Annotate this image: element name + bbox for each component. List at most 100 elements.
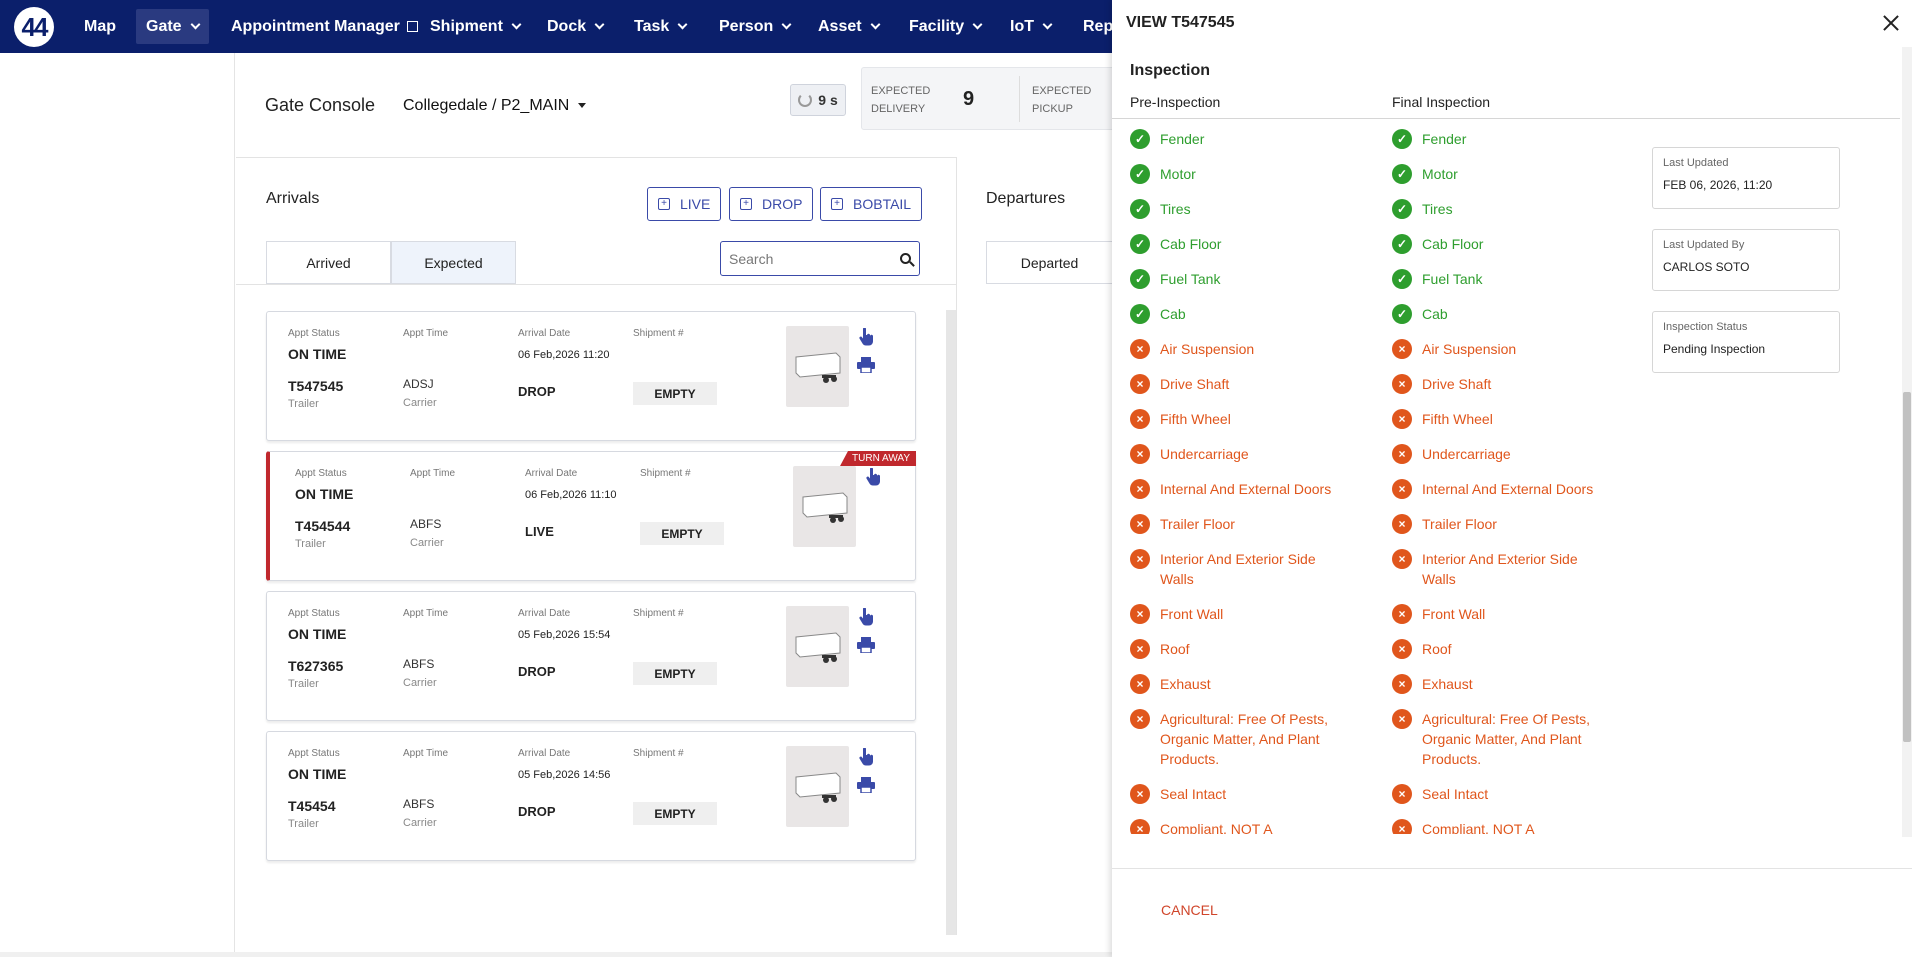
drawer-title: VIEW T547545 bbox=[1126, 14, 1235, 31]
drop-label: DROP bbox=[762, 196, 803, 212]
hand-pointer-icon[interactable] bbox=[858, 608, 874, 626]
error-circle-icon: × bbox=[1392, 784, 1412, 804]
inspection-item-label: Interior And Exterior Side Walls bbox=[1160, 551, 1316, 587]
page-title: Gate Console bbox=[265, 95, 376, 115]
tab-arrived[interactable]: Arrived bbox=[266, 241, 391, 284]
drawer-scrollbar[interactable] bbox=[1902, 47, 1912, 837]
arrival-date-value: 06 Feb,2026 11:20 bbox=[518, 349, 610, 361]
trailer-icon bbox=[795, 631, 840, 663]
nav-map[interactable]: Map bbox=[74, 0, 126, 53]
inspection-item-label: Air Suspension bbox=[1422, 341, 1517, 357]
printer-icon[interactable] bbox=[857, 637, 875, 653]
check-circle-icon: ✓ bbox=[1130, 269, 1150, 289]
final-inspection-heading: Final Inspection bbox=[1392, 94, 1491, 110]
trailer-id[interactable]: T45454 bbox=[288, 798, 336, 814]
close-icon[interactable] bbox=[1882, 14, 1900, 32]
expected-pickup-label: EXPECTED PICKUP bbox=[1032, 82, 1091, 118]
trailer-image[interactable] bbox=[786, 606, 849, 687]
error-circle-icon: × bbox=[1130, 479, 1150, 499]
nav-asset[interactable]: Asset bbox=[808, 0, 889, 53]
shipment-badge: EMPTY bbox=[640, 522, 724, 545]
live-button[interactable]: + LIVE bbox=[647, 187, 722, 221]
tab-departed-label: Departed bbox=[1020, 254, 1079, 271]
nav-iot[interactable]: IoT bbox=[1000, 0, 1061, 53]
check-circle-icon: ✓ bbox=[1130, 304, 1150, 324]
bobtail-button[interactable]: + BOBTAIL bbox=[820, 187, 923, 221]
arrival-date-value: 06 Feb,2026 11:10 bbox=[525, 489, 617, 501]
hand-pointer-icon[interactable] bbox=[858, 748, 874, 766]
appt-status-label: Appt Status bbox=[288, 608, 340, 619]
arrival-date-label: Arrival Date bbox=[518, 328, 571, 339]
inspection-item-label: Compliant, NOT A bbox=[1422, 821, 1535, 834]
check-circle-icon: ✓ bbox=[1130, 234, 1150, 254]
hand-pointer-icon[interactable] bbox=[865, 468, 881, 486]
error-circle-icon: × bbox=[1130, 549, 1150, 569]
tab-expected[interactable]: Expected bbox=[391, 241, 516, 284]
location-selector[interactable]: Collegedale / P2_MAIN bbox=[403, 97, 587, 115]
bottom-scrollbar[interactable] bbox=[0, 952, 1112, 957]
scrollbar-thumb[interactable] bbox=[1903, 392, 1911, 742]
nav-shipment[interactable]: Shipment bbox=[420, 0, 530, 53]
nav-gate[interactable]: Gate bbox=[136, 9, 209, 44]
search-placeholder: Search bbox=[729, 250, 774, 267]
appointment-type: DROP bbox=[518, 804, 556, 819]
error-circle-icon: × bbox=[1130, 444, 1150, 464]
app-logo[interactable]: 44 bbox=[14, 7, 54, 47]
trailer-image[interactable] bbox=[793, 466, 856, 547]
printer-icon[interactable] bbox=[857, 357, 875, 373]
nav-dock[interactable]: Dock bbox=[537, 0, 613, 53]
shipment-label: Shipment # bbox=[640, 468, 691, 479]
inspection-item-label: Internal And External Doors bbox=[1422, 481, 1594, 497]
carrier-label: Carrier bbox=[403, 397, 437, 409]
drop-button[interactable]: + DROP bbox=[729, 187, 814, 221]
trailer-icon bbox=[802, 491, 847, 523]
trailer-image[interactable] bbox=[786, 746, 849, 827]
plus-icon: + bbox=[831, 198, 843, 210]
nav-appointment-manager[interactable]: Appointment Manager bbox=[221, 0, 428, 53]
expected-delivery-label: EXPECTED DELIVERY bbox=[871, 82, 930, 118]
appt-status-label: Appt Status bbox=[288, 748, 340, 759]
chevron-down-icon bbox=[677, 19, 688, 30]
trailer-id[interactable]: T627365 bbox=[288, 658, 344, 674]
nav-task[interactable]: Task bbox=[624, 0, 696, 53]
appt-status-label: Appt Status bbox=[288, 328, 340, 339]
carrier-label: Carrier bbox=[403, 677, 437, 689]
arrival-card[interactable]: Appt Status ON TIME Appt Time Arrival Da… bbox=[266, 311, 916, 441]
error-circle-icon: × bbox=[1392, 549, 1412, 569]
trailer-image[interactable] bbox=[786, 326, 849, 407]
last-updated-box: Last Updated FEB 06, 2026, 11:20 bbox=[1652, 147, 1840, 209]
inspection-item-label: Motor bbox=[1160, 166, 1196, 182]
appt-status-value: ON TIME bbox=[288, 766, 347, 782]
nav-person[interactable]: Person bbox=[709, 0, 800, 53]
inspection-item-label: Fuel Tank bbox=[1422, 271, 1483, 287]
arrival-card[interactable]: Appt Status ON TIME Appt Time Arrival Da… bbox=[266, 451, 916, 581]
error-circle-icon: × bbox=[1130, 639, 1150, 659]
check-circle-icon: ✓ bbox=[1130, 129, 1150, 149]
search-icon[interactable] bbox=[900, 253, 911, 264]
nav-facility[interactable]: Facility bbox=[899, 0, 991, 53]
tab-departed[interactable]: Departed bbox=[986, 241, 1112, 284]
printer-icon[interactable] bbox=[857, 777, 875, 793]
divider bbox=[236, 157, 1112, 158]
error-circle-icon: × bbox=[1130, 674, 1150, 694]
arrival-card[interactable]: Appt Status ON TIME Appt Time Arrival Da… bbox=[266, 591, 916, 721]
hand-pointer-icon[interactable] bbox=[858, 328, 874, 346]
last-updated-by-box: Last Updated By CARLOS SOTO bbox=[1652, 229, 1840, 291]
trailer-icon bbox=[795, 771, 840, 803]
arrival-card[interactable]: Appt Status ON TIME Appt Time Arrival Da… bbox=[266, 731, 916, 861]
trailer-id[interactable]: T547545 bbox=[288, 378, 344, 394]
inspection-item-label: Trailer Floor bbox=[1422, 516, 1497, 532]
inspection-item-label: Air Suspension bbox=[1160, 341, 1255, 357]
check-circle-icon: ✓ bbox=[1392, 129, 1412, 149]
search-input[interactable]: Search bbox=[720, 241, 920, 276]
inspection-item-label: Compliant, NOT A bbox=[1160, 821, 1273, 834]
error-circle-icon: × bbox=[1130, 374, 1150, 394]
arrivals-scrollbar[interactable] bbox=[946, 310, 956, 935]
shipment-label: Shipment # bbox=[633, 748, 684, 759]
cancel-button[interactable]: CANCEL bbox=[1161, 902, 1218, 918]
error-circle-icon: × bbox=[1130, 819, 1150, 834]
inspection-status-value: Pending Inspection bbox=[1663, 342, 1766, 356]
trailer-id[interactable]: T454544 bbox=[295, 518, 351, 534]
refresh-button[interactable]: 9 s bbox=[790, 84, 846, 116]
trailer-label: Trailer bbox=[288, 678, 319, 690]
